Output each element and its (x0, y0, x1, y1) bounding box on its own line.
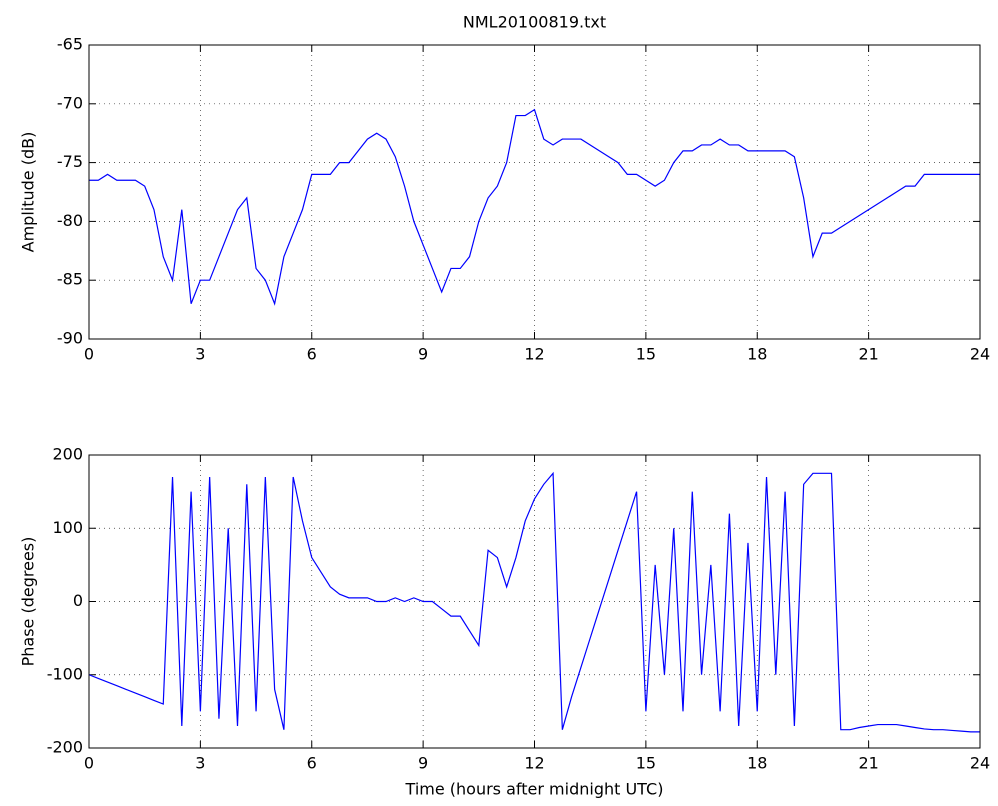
x-tick-label: 15 (636, 345, 656, 364)
y-tick-label: -70 (57, 93, 83, 112)
y-tick-label: -200 (47, 738, 83, 757)
data-line (89, 108, 980, 306)
x-tick-label: 15 (636, 754, 656, 773)
x-tick-label: 6 (307, 754, 317, 773)
axes-frame (88, 44, 981, 340)
y-tick-label: 100 (52, 518, 83, 537)
x-tick-label: 21 (858, 754, 878, 773)
y-tick-label: -80 (57, 211, 83, 230)
x-tick-label: 3 (195, 345, 205, 364)
y-tick-label: -100 (47, 664, 83, 683)
y-tick-label: 0 (73, 591, 83, 610)
x-tick-label: 24 (970, 754, 990, 773)
data-line (88, 471, 980, 733)
x-tick-label: 9 (418, 345, 428, 364)
x-tick-label: 12 (524, 754, 544, 773)
y-tick-label: -90 (57, 329, 83, 348)
x-tick-label: 12 (524, 345, 544, 364)
x-tick-label: 18 (747, 754, 767, 773)
y-tick-label: -65 (57, 35, 83, 54)
x-axis-label: Time (hours after midnight UTC) (405, 780, 664, 799)
y-tick-label: 200 (52, 445, 83, 464)
x-tick-label: 0 (84, 754, 94, 773)
y-axis-label: Amplitude (dB) (19, 132, 38, 253)
axes-frame (88, 454, 981, 749)
x-tick-label: 24 (970, 345, 990, 364)
y-axis-label: Phase (degrees) (19, 537, 38, 667)
y-tick-label: -75 (57, 152, 83, 171)
x-tick-label: 6 (307, 345, 317, 364)
x-tick-label: 18 (747, 345, 767, 364)
x-tick-label: 21 (858, 345, 878, 364)
x-tick-label: 9 (418, 754, 428, 773)
x-tick-label: 3 (195, 754, 205, 773)
plot-area (89, 45, 980, 339)
y-tick-label: -85 (57, 270, 83, 289)
chart-title: NML20100819.txt (463, 13, 606, 32)
x-tick-label: 0 (84, 345, 94, 364)
